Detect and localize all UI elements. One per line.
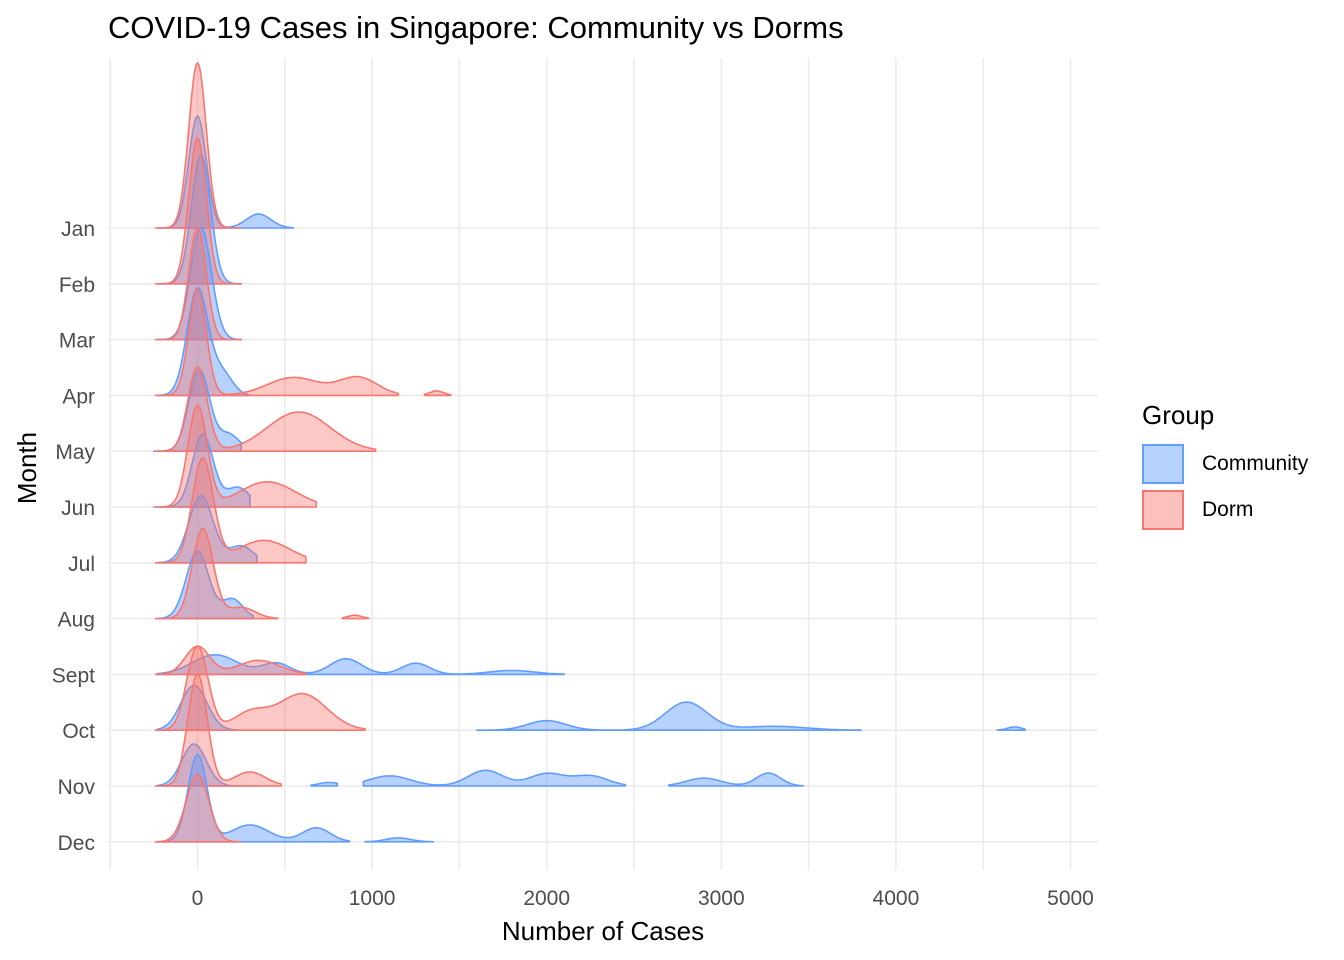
y-tick-label-nov: Nov (58, 776, 96, 799)
ridge-dorm-aug (341, 614, 370, 620)
ridge-dorm-dec (154, 773, 242, 843)
ridge-community-apr (156, 286, 249, 397)
ridge-community-dec (154, 753, 351, 843)
ridge-community-oct (996, 726, 1026, 731)
chart-title: COVID-19 Cases in Singapore: Community v… (108, 10, 844, 45)
legend-label-community: Community (1202, 452, 1309, 475)
legend-key-community (1142, 444, 1184, 484)
ridge-community-dec (364, 837, 434, 843)
x-axis-title: Number of Cases (502, 916, 704, 946)
y-tick-label-aug: Aug (58, 609, 95, 632)
ridge-dorm-oct (154, 645, 366, 731)
ridgeline-plot: 0 1000 2000 3000 4000 5000 Jan Feb Mar Apr May Jun… (12, 58, 1098, 946)
ridge-community-nov (310, 781, 338, 787)
ridge-community-oct (156, 684, 241, 731)
ridge-dorm-feb (154, 137, 242, 285)
ridge-dorm-jul (154, 456, 307, 564)
x-tick-label: 0 (192, 887, 204, 910)
ridge-dorm-jan (154, 62, 242, 229)
ridge-community-jan (156, 115, 295, 229)
ridge-community-aug (156, 550, 255, 620)
y-tick-label-jul: Jul (68, 553, 95, 576)
y-tick-label-sept: Sept (52, 664, 95, 687)
y-tick-label-mar: Mar (59, 330, 95, 353)
y-tick-labels: Jan Feb Mar Apr May Jun Jul Aug Sept Oct Nov Dec (52, 218, 96, 855)
ridge-community-oct (476, 701, 862, 731)
y-tick-label-may: May (55, 441, 95, 464)
ridge-community-sept (156, 654, 565, 676)
ridge-dorm-nov (154, 673, 283, 787)
ridge-layer (153, 62, 1026, 843)
ridge-community-nov (362, 769, 627, 787)
ridge-dorm-aug (154, 527, 279, 620)
ridge-community-nov (668, 772, 805, 787)
legend: Group Community Dorm (1142, 400, 1308, 533)
y-tick-label-dec: Dec (58, 832, 95, 855)
legend-item-community: Community (1142, 441, 1308, 487)
legend-item-dorm: Dorm (1142, 487, 1308, 533)
y-tick-label-jan: Jan (61, 218, 95, 241)
y-tick-label-apr: Apr (62, 385, 95, 408)
ridge-dorm-apr (154, 288, 400, 397)
ridge-dorm-mar (154, 226, 242, 341)
x-tick-label: 4000 (873, 887, 920, 910)
legend-key-dorm (1142, 490, 1184, 530)
legend-label-dorm: Dorm (1202, 498, 1254, 521)
x-tick-label: 5000 (1047, 887, 1094, 910)
y-tick-label-jun: Jun (61, 497, 95, 520)
y-tick-label-feb: Feb (59, 274, 95, 297)
x-tick-label: 2000 (523, 887, 570, 910)
y-tick-label-oct: Oct (62, 720, 95, 743)
legend-title: Group (1142, 400, 1215, 430)
x-tick-label: 3000 (698, 887, 745, 910)
ridge-dorm-may (154, 366, 377, 452)
ridge-dorm-apr (423, 390, 452, 397)
y-axis-title: Month (12, 432, 42, 504)
x-tick-label: 1000 (349, 887, 396, 910)
grid-layer (108, 58, 1098, 870)
x-tick-labels: 0 1000 2000 3000 4000 5000 (192, 887, 1094, 910)
